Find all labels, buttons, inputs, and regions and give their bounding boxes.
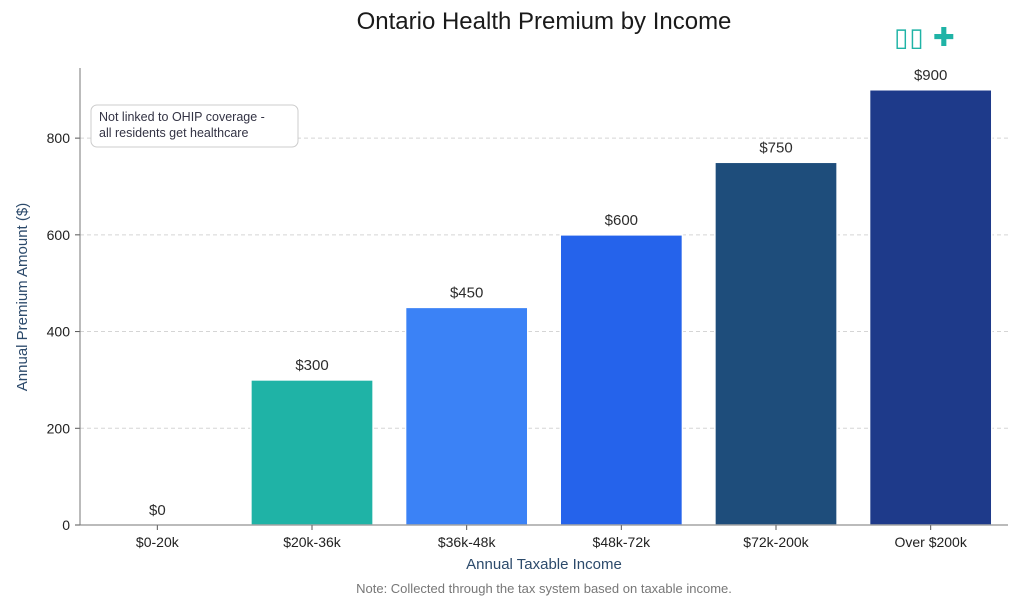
- x-tick-label: $36k-48k: [438, 534, 497, 550]
- footnote: Note: Collected through the tax system b…: [356, 581, 732, 596]
- y-tick-label: 200: [47, 420, 71, 436]
- y-tick-label: 600: [47, 227, 71, 243]
- x-tick-label: $72k-200k: [743, 534, 809, 550]
- health-logo-icon: ▯▯ ✚: [894, 22, 956, 52]
- x-tick-label: $20k-36k: [283, 534, 342, 550]
- bar: [404, 306, 529, 526]
- x-tick-label: $48k-72k: [593, 534, 652, 550]
- y-tick-label: 0: [62, 517, 70, 533]
- bar-value-label: $0: [149, 502, 166, 519]
- health-cross-icon: ✚: [932, 22, 956, 52]
- bar-value-label: $450: [450, 284, 483, 301]
- x-tick-label: $0-20k: [136, 534, 180, 550]
- bar-value-label: $900: [914, 67, 947, 84]
- annotation-line-1: Not linked to OHIP coverage -: [99, 110, 265, 124]
- annotation-box: Not linked to OHIP coverage - all reside…: [90, 104, 299, 148]
- annotation-line-2: all residents get healthcare: [99, 126, 248, 140]
- x-axis: $0-20k $20k-36k $36k-48k $48k-72k $72k-200k O…: [80, 524, 1008, 550]
- y-axis-label: Annual Premium Amount ($): [14, 203, 31, 391]
- gridlines: [80, 137, 1008, 429]
- bars: $0 $300 $450 $600 $750 $900: [149, 67, 993, 526]
- bar-value-label: $750: [759, 139, 792, 156]
- bar: [868, 89, 993, 526]
- bar: [250, 379, 374, 526]
- y-tick-label: 400: [47, 324, 71, 340]
- bar: [559, 234, 684, 526]
- x-axis-label: Annual Taxable Income: [466, 556, 622, 573]
- bar-value-label: $600: [605, 212, 638, 229]
- bar: [714, 161, 838, 526]
- y-tick-label: 800: [47, 130, 71, 146]
- y-axis: 0 200 400 600 800: [47, 68, 81, 533]
- chart-title: Ontario Health Premium by Income: [356, 8, 732, 35]
- x-tick-label: Over $200k: [894, 534, 967, 550]
- bar-value-label: $300: [295, 357, 328, 374]
